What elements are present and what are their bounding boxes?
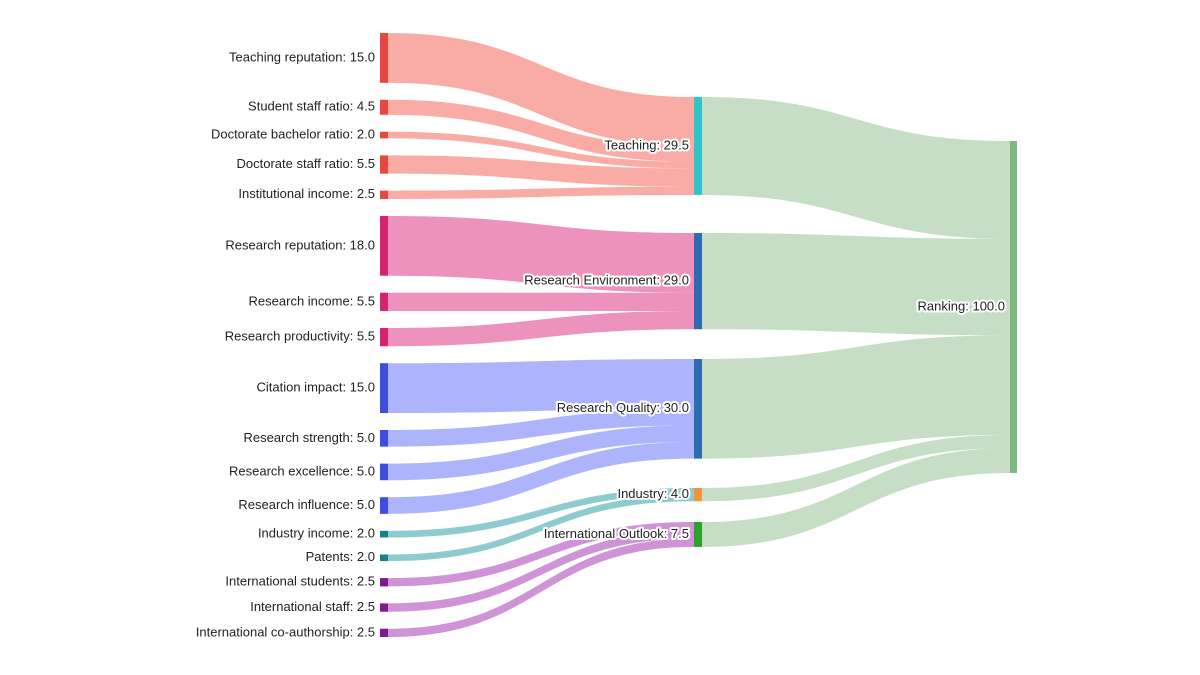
node <box>1010 141 1017 473</box>
node <box>380 554 388 562</box>
node <box>694 488 702 502</box>
node <box>380 463 388 481</box>
node-label: Institutional income: 2.5 <box>238 186 375 201</box>
flow-link <box>388 359 694 414</box>
flow-link <box>702 97 1010 239</box>
node-label: Student staff ratio: 4.5 <box>248 99 375 114</box>
node-label: Research influence: 5.0 <box>238 497 375 512</box>
node-label: Industry income: 2.0 <box>258 526 375 541</box>
flow-link <box>388 408 694 447</box>
node-label: International students: 2.5 <box>225 574 375 589</box>
node-label: Doctorate bachelor ratio: 2.0 <box>211 126 375 141</box>
flow-link <box>388 131 694 169</box>
node <box>380 327 388 347</box>
node <box>380 131 388 139</box>
node-label: International Outlook: 7.5 <box>544 526 689 541</box>
flow-link <box>388 530 694 612</box>
node <box>694 97 702 195</box>
node-label: Teaching: 29.5 <box>604 137 689 152</box>
flow-link <box>388 215 694 293</box>
node <box>380 292 388 311</box>
node-label: International co-authorship: 2.5 <box>196 624 375 639</box>
node-label: Research productivity: 5.5 <box>225 329 375 344</box>
node-label: International staff: 2.5 <box>250 599 375 614</box>
node <box>694 233 702 330</box>
node-label: Doctorate staff ratio: 5.5 <box>237 156 376 171</box>
node <box>694 359 702 459</box>
flow-link <box>702 335 1010 459</box>
node <box>380 497 388 514</box>
flow-link <box>702 233 1010 336</box>
node <box>380 99 388 115</box>
flow-link <box>388 442 694 514</box>
flow-link <box>388 99 694 162</box>
node-label: Research strength: 5.0 <box>243 430 375 445</box>
flow-link <box>388 186 694 199</box>
node-label: Research reputation: 18.0 <box>225 237 375 252</box>
flow-link <box>388 425 694 481</box>
node <box>380 430 388 447</box>
flow-link <box>702 448 1010 547</box>
node <box>380 530 388 538</box>
node <box>380 628 388 637</box>
node <box>380 190 388 199</box>
node-label: Research Quality: 30.0 <box>557 400 689 415</box>
node <box>380 215 388 276</box>
node-label: Research income: 5.5 <box>249 293 375 308</box>
flow-link <box>388 155 694 187</box>
flow-link <box>388 488 694 538</box>
flow-link <box>388 33 694 147</box>
flow-link <box>388 292 694 312</box>
flow-link <box>388 311 694 347</box>
node <box>380 603 388 612</box>
node-label: Ranking: 100.0 <box>918 298 1005 313</box>
node <box>694 522 702 547</box>
node-label: Teaching reputation: 15.0 <box>229 49 375 64</box>
flow-link <box>702 434 1010 502</box>
node-label: Patents: 2.0 <box>306 549 375 564</box>
node-label: Research excellence: 5.0 <box>229 463 375 478</box>
node <box>380 33 388 83</box>
flow-link <box>388 522 694 587</box>
node <box>380 578 388 587</box>
flow-link <box>388 494 694 562</box>
node-label: Citation impact: 15.0 <box>256 380 375 395</box>
node <box>380 155 388 174</box>
node-label: Research Environment: 29.0 <box>524 273 689 288</box>
node-label: Industry: 4.0 <box>617 486 689 501</box>
flow-link <box>388 538 694 637</box>
node <box>380 363 388 414</box>
